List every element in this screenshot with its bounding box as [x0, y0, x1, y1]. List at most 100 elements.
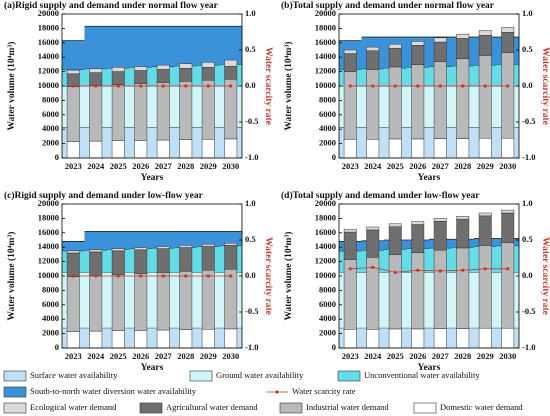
demand-bar	[201, 246, 215, 271]
scarcity-marker	[139, 84, 143, 88]
demand-bar	[343, 53, 357, 72]
demand-bar	[224, 328, 238, 349]
scarcity-marker	[184, 84, 188, 88]
y-tick-label: 14000	[38, 241, 59, 251]
scarcity-marker	[461, 84, 465, 88]
demand-bar	[89, 85, 103, 142]
demand-bar	[224, 268, 238, 330]
y-tick-label: 6000	[319, 299, 336, 309]
demand-bar	[433, 328, 447, 349]
y2-axis-label: Water scarcity rate	[263, 237, 273, 315]
demand-bar	[478, 34, 492, 56]
demand-bar	[66, 86, 80, 142]
y2-axis-label: Water scarcity rate	[540, 47, 550, 125]
supply-area	[107, 26, 130, 69]
demand-bar	[456, 38, 470, 59]
demand-bar	[156, 82, 170, 141]
panel-title: (b)Total supply and demand under normal …	[281, 0, 495, 11]
scarcity-marker	[161, 84, 165, 88]
supply-area	[107, 231, 130, 250]
demand-bar	[478, 215, 492, 246]
y-tick-label: 12000	[38, 256, 59, 266]
demand-bar	[501, 209, 515, 214]
panel-title: (c)Rigid supply and demand under low-flo…	[4, 190, 204, 201]
demand-bar	[501, 242, 515, 329]
y-tick-label: 20000	[315, 8, 336, 18]
y-tick-label: 16000	[38, 37, 59, 47]
y-tick-label: 10000	[315, 270, 336, 280]
demand-bar	[366, 226, 380, 231]
x-tick-label: 2026	[409, 351, 426, 361]
y-tick-label: 16000	[38, 227, 59, 237]
demand-bar	[456, 58, 470, 139]
demand-bar	[478, 137, 492, 159]
scarcity-marker	[71, 274, 75, 278]
demand-bar	[433, 41, 447, 62]
scarcity-marker	[416, 84, 420, 88]
demand-bar	[201, 329, 215, 349]
scarcity-marker	[483, 267, 487, 271]
demand-bar	[388, 223, 402, 227]
demand-bar	[478, 55, 492, 139]
scarcity-marker	[229, 274, 233, 278]
x-tick-label: 2025	[110, 161, 127, 171]
y2-axis-label: Water scarcity rate	[540, 237, 550, 315]
legend-swatch	[189, 370, 213, 382]
y-axis-label: Water volume (10⁴m³)	[283, 232, 294, 321]
demand-bar	[224, 59, 238, 67]
demand-bar	[89, 140, 103, 159]
demand-bar	[343, 71, 357, 140]
y-tick-label: 6000	[42, 109, 59, 119]
supply-area	[174, 26, 198, 66]
legend-swatch	[413, 402, 437, 414]
demand-bar	[134, 83, 148, 141]
demand-bar	[388, 66, 402, 140]
y-tick-label: 12000	[315, 256, 336, 266]
demand-bar	[343, 49, 357, 54]
demand-bar	[134, 249, 148, 274]
demand-bar	[89, 68, 103, 73]
demand-bar	[179, 245, 193, 248]
demand-bar	[388, 47, 402, 68]
x-tick-label: 2025	[110, 351, 127, 361]
scarcity-marker	[416, 268, 420, 272]
demand-bar	[134, 247, 148, 250]
scarcity-marker	[348, 267, 352, 271]
supply-area	[62, 241, 85, 251]
demand-bar	[179, 247, 193, 272]
scarcity-marker	[461, 268, 465, 272]
demand-bar	[134, 273, 148, 331]
demand-bar	[89, 72, 103, 86]
y-tick-label: 14000	[315, 51, 336, 61]
demand-bar	[156, 69, 170, 83]
demand-bar	[224, 138, 238, 159]
demand-bar	[224, 245, 238, 270]
demand-bar	[478, 30, 492, 36]
legend-label: Ground water availability	[216, 370, 304, 380]
y-tick-label: 8000	[319, 94, 336, 104]
demand-bar	[433, 37, 447, 43]
y-tick-label: 10000	[38, 80, 59, 90]
legend-label: Industrial water demand	[306, 402, 389, 412]
y2-tick-label: 1.0	[522, 8, 533, 18]
demand-bar	[66, 69, 80, 75]
demand-bar	[111, 248, 125, 252]
demand-bar	[89, 249, 103, 253]
demand-bar	[478, 245, 492, 329]
y-tick-label: 10000	[315, 80, 336, 90]
demand-bar	[411, 224, 425, 253]
scarcity-marker	[348, 84, 352, 88]
demand-bar	[179, 271, 193, 330]
supply-area	[152, 26, 175, 67]
supply-area	[129, 231, 153, 249]
demand-bar	[201, 61, 215, 68]
y2-tick-label: 1.0	[245, 198, 256, 208]
demand-bar	[456, 218, 470, 249]
demand-bar	[456, 138, 470, 159]
legend-swatch	[279, 402, 303, 414]
demand-bar	[478, 327, 492, 349]
panel-title: (d)Total supply and demand under low-flo…	[281, 190, 480, 201]
demand-bar	[156, 139, 170, 159]
scarcity-marker	[393, 84, 397, 88]
